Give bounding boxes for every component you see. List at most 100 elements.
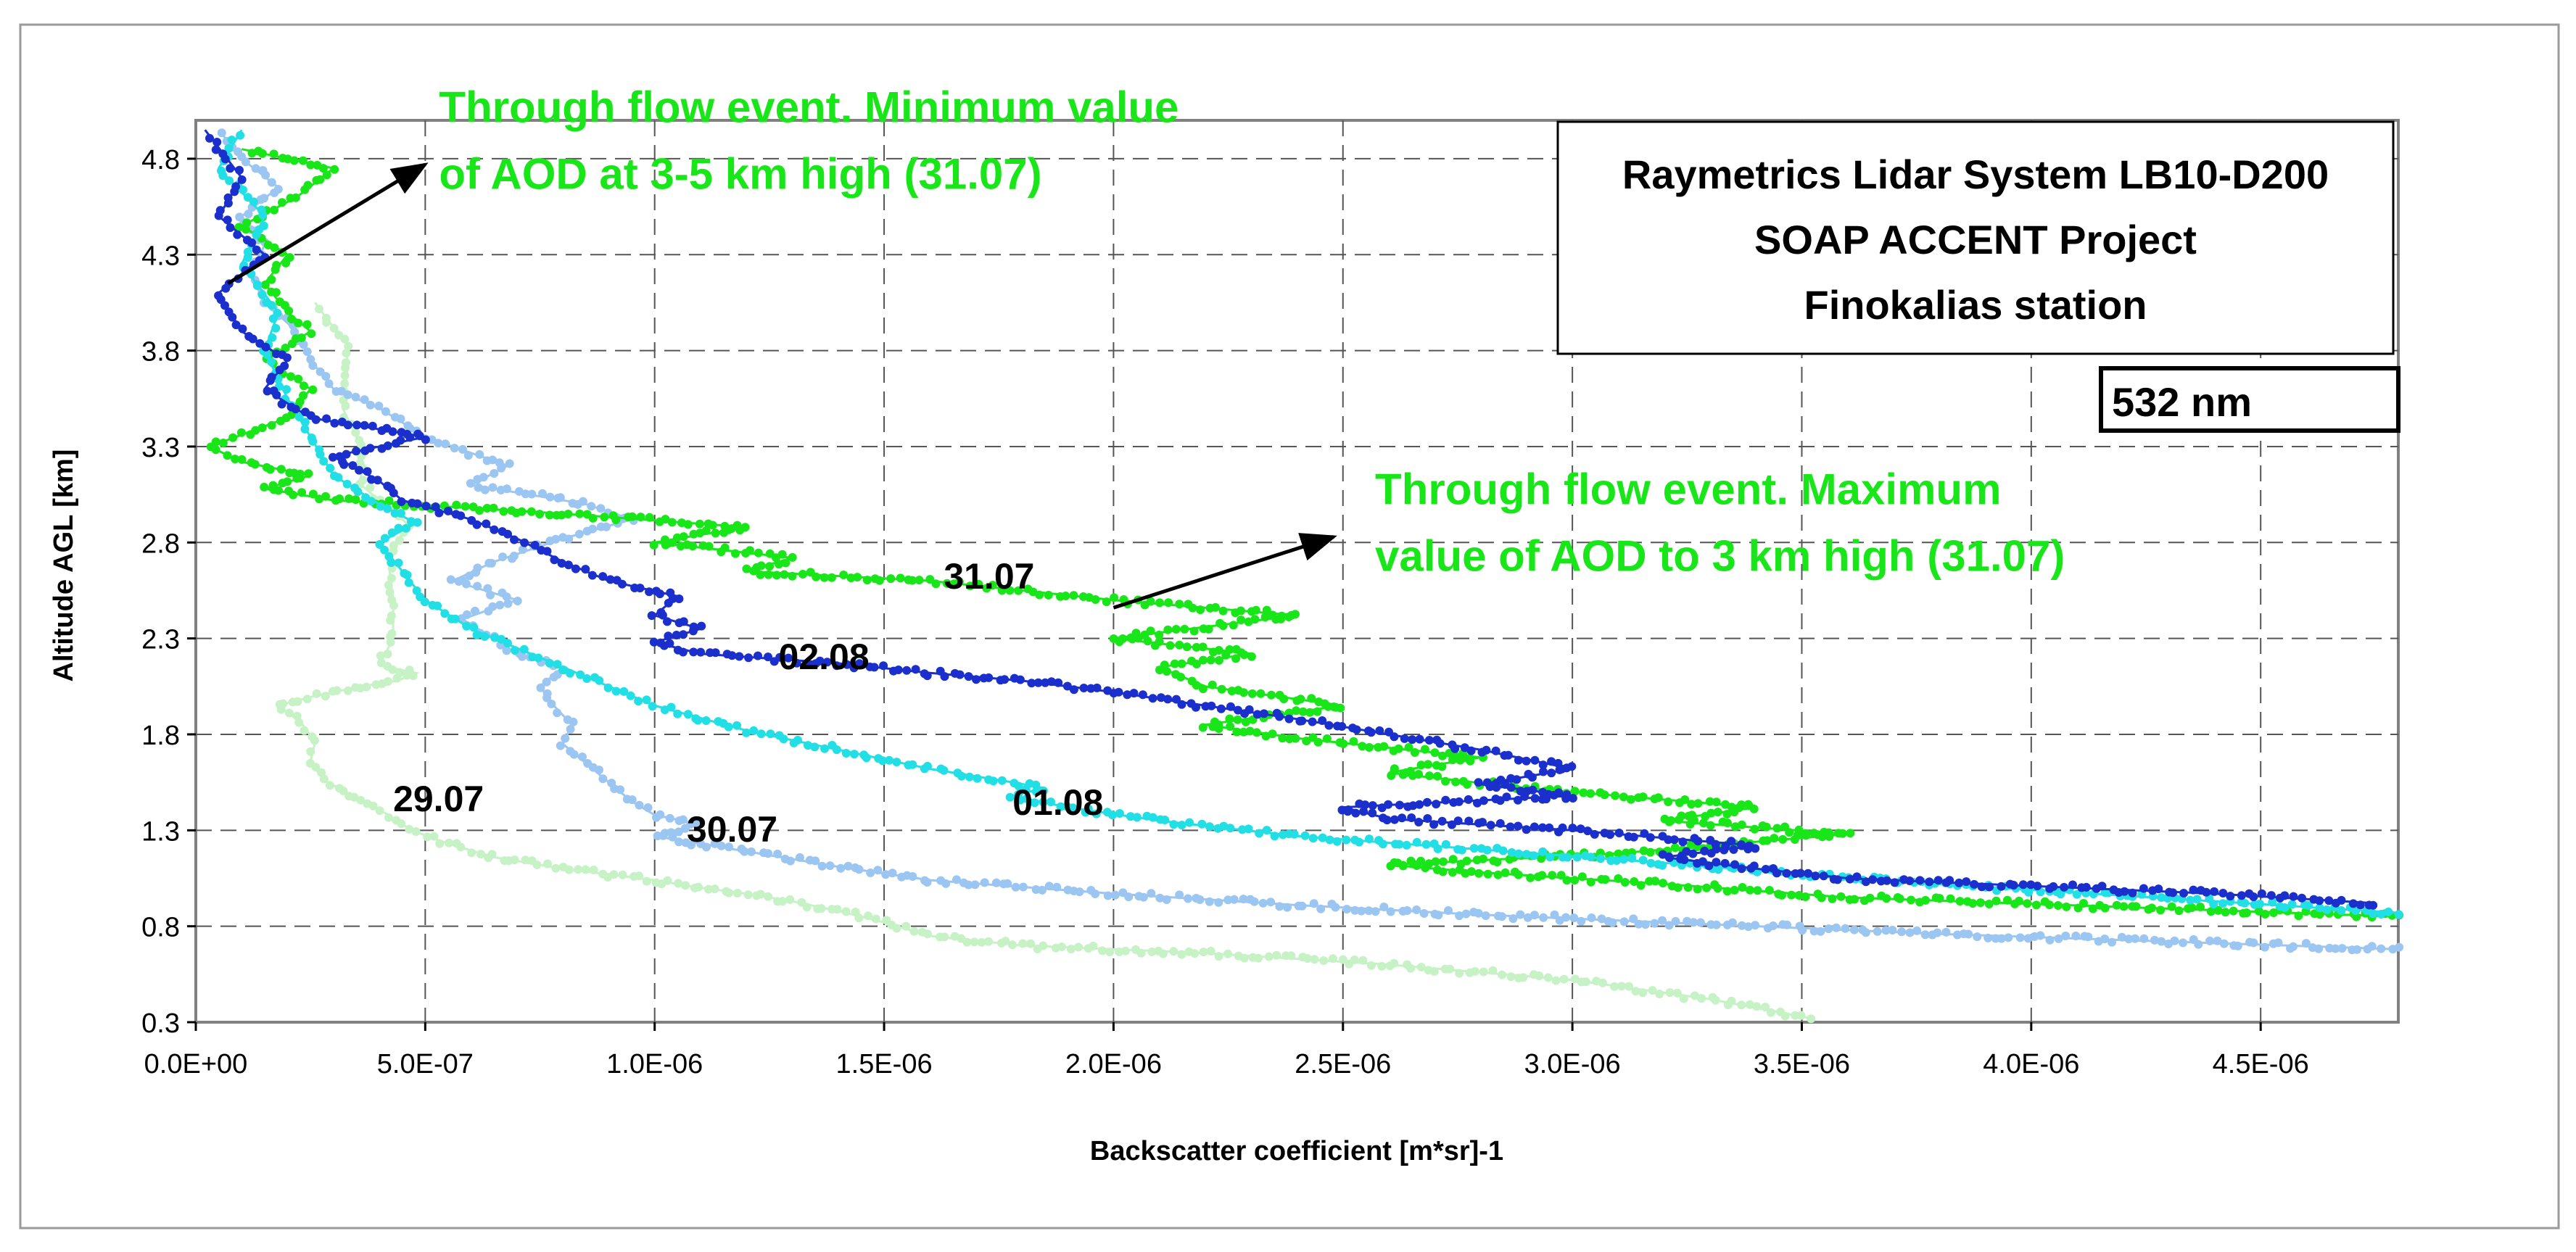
- data-point: [689, 622, 698, 631]
- data-point: [1010, 779, 1019, 788]
- data-point: [1184, 894, 1193, 903]
- data-point: [674, 827, 683, 837]
- data-point: [931, 579, 941, 589]
- data-point: [1185, 818, 1194, 827]
- data-point: [528, 652, 537, 662]
- data-point: [490, 469, 499, 478]
- data-point: [251, 426, 260, 435]
- data-point: [1586, 877, 1595, 887]
- data-point: [255, 339, 265, 348]
- data-point: [1522, 850, 1531, 859]
- data-point: [543, 859, 552, 868]
- data-point: [267, 420, 276, 430]
- data-point: [1199, 655, 1208, 665]
- data-point: [996, 938, 1006, 948]
- data-point: [1636, 881, 1646, 890]
- data-point: [545, 492, 555, 502]
- data-point: [331, 496, 340, 505]
- data-point: [1386, 861, 1395, 871]
- data-point: [1412, 837, 1421, 847]
- data-point: [587, 571, 597, 580]
- data-point: [1619, 917, 1629, 926]
- data-point: [2294, 911, 2303, 921]
- data-point: [468, 502, 478, 512]
- data-point: [1248, 953, 1258, 962]
- data-point: [1523, 913, 1532, 922]
- data-point: [2337, 944, 2347, 953]
- data-point: [871, 914, 880, 924]
- data-point: [269, 386, 278, 396]
- data-point: [1014, 789, 1023, 799]
- data-point: [366, 444, 375, 453]
- data-point: [423, 832, 432, 842]
- data-point: [1699, 818, 1708, 828]
- y-tick-label: 1.3: [141, 816, 180, 847]
- data-point: [510, 535, 519, 544]
- data-point: [550, 555, 559, 565]
- data-point: [1706, 836, 1715, 845]
- data-point: [1398, 906, 1408, 916]
- data-point: [332, 686, 342, 695]
- data-point: [1953, 930, 1962, 940]
- data-point: [537, 546, 546, 555]
- data-point: [1010, 673, 1019, 683]
- data-point: [1389, 746, 1398, 755]
- data-point: [965, 772, 974, 782]
- data-point: [1638, 988, 1648, 998]
- data-point: [1630, 877, 1639, 886]
- data-point: [2245, 889, 2254, 898]
- data-point: [841, 907, 851, 916]
- data-point: [1098, 946, 1107, 955]
- data-point: [302, 347, 312, 357]
- data-point: [598, 572, 608, 581]
- data-point: [690, 883, 699, 892]
- data-point: [267, 373, 276, 382]
- data-point: [1722, 810, 1732, 818]
- data-point: [827, 573, 836, 582]
- data-point: [1915, 897, 1925, 907]
- data-point: [1247, 652, 1256, 661]
- data-point: [490, 525, 499, 534]
- y-tick-label: 1.8: [141, 721, 180, 751]
- data-point: [642, 695, 651, 705]
- data-point: [665, 813, 674, 823]
- data-point: [1479, 854, 1487, 863]
- data-point: [302, 695, 312, 704]
- annotation-text-line: Through flow event. Maximum: [1375, 465, 2001, 513]
- data-point: [645, 513, 654, 522]
- x-tick-label: 1.0E-06: [606, 1049, 703, 1079]
- data-point: [1737, 864, 1746, 874]
- data-point: [2269, 908, 2279, 917]
- data-point: [1858, 925, 1867, 934]
- data-point: [1283, 903, 1292, 912]
- data-point: [1696, 918, 1705, 927]
- annotation-max: Through flow event. Maximum value of AOD …: [1112, 465, 2065, 610]
- data-point: [674, 594, 684, 603]
- data-point: [1180, 624, 1189, 634]
- data-point: [909, 926, 919, 936]
- data-point: [1039, 786, 1048, 795]
- data-point: [827, 741, 837, 750]
- data-point: [775, 731, 784, 740]
- data-point: [1474, 868, 1484, 878]
- data-point: [673, 645, 682, 655]
- data-point: [851, 863, 860, 872]
- data-point: [2300, 900, 2310, 910]
- data-point: [1780, 822, 1790, 832]
- y-tick-label: 0.3: [141, 1008, 180, 1039]
- data-point: [722, 650, 732, 659]
- data-point: [1761, 1003, 1770, 1012]
- data-point: [1877, 891, 1886, 900]
- data-point: [397, 497, 406, 506]
- data-point: [1225, 714, 1234, 724]
- data-point: [236, 428, 246, 437]
- data-point: [2061, 932, 2071, 940]
- data-point: [811, 659, 820, 668]
- data-point: [1890, 878, 1899, 887]
- data-point: [391, 413, 400, 422]
- data-point: [2254, 906, 2263, 916]
- data-point: [1406, 856, 1416, 866]
- data-point: [1379, 903, 1389, 911]
- data-point: [1640, 920, 1650, 929]
- x-tick-label: 2.0E-06: [1065, 1049, 1162, 1079]
